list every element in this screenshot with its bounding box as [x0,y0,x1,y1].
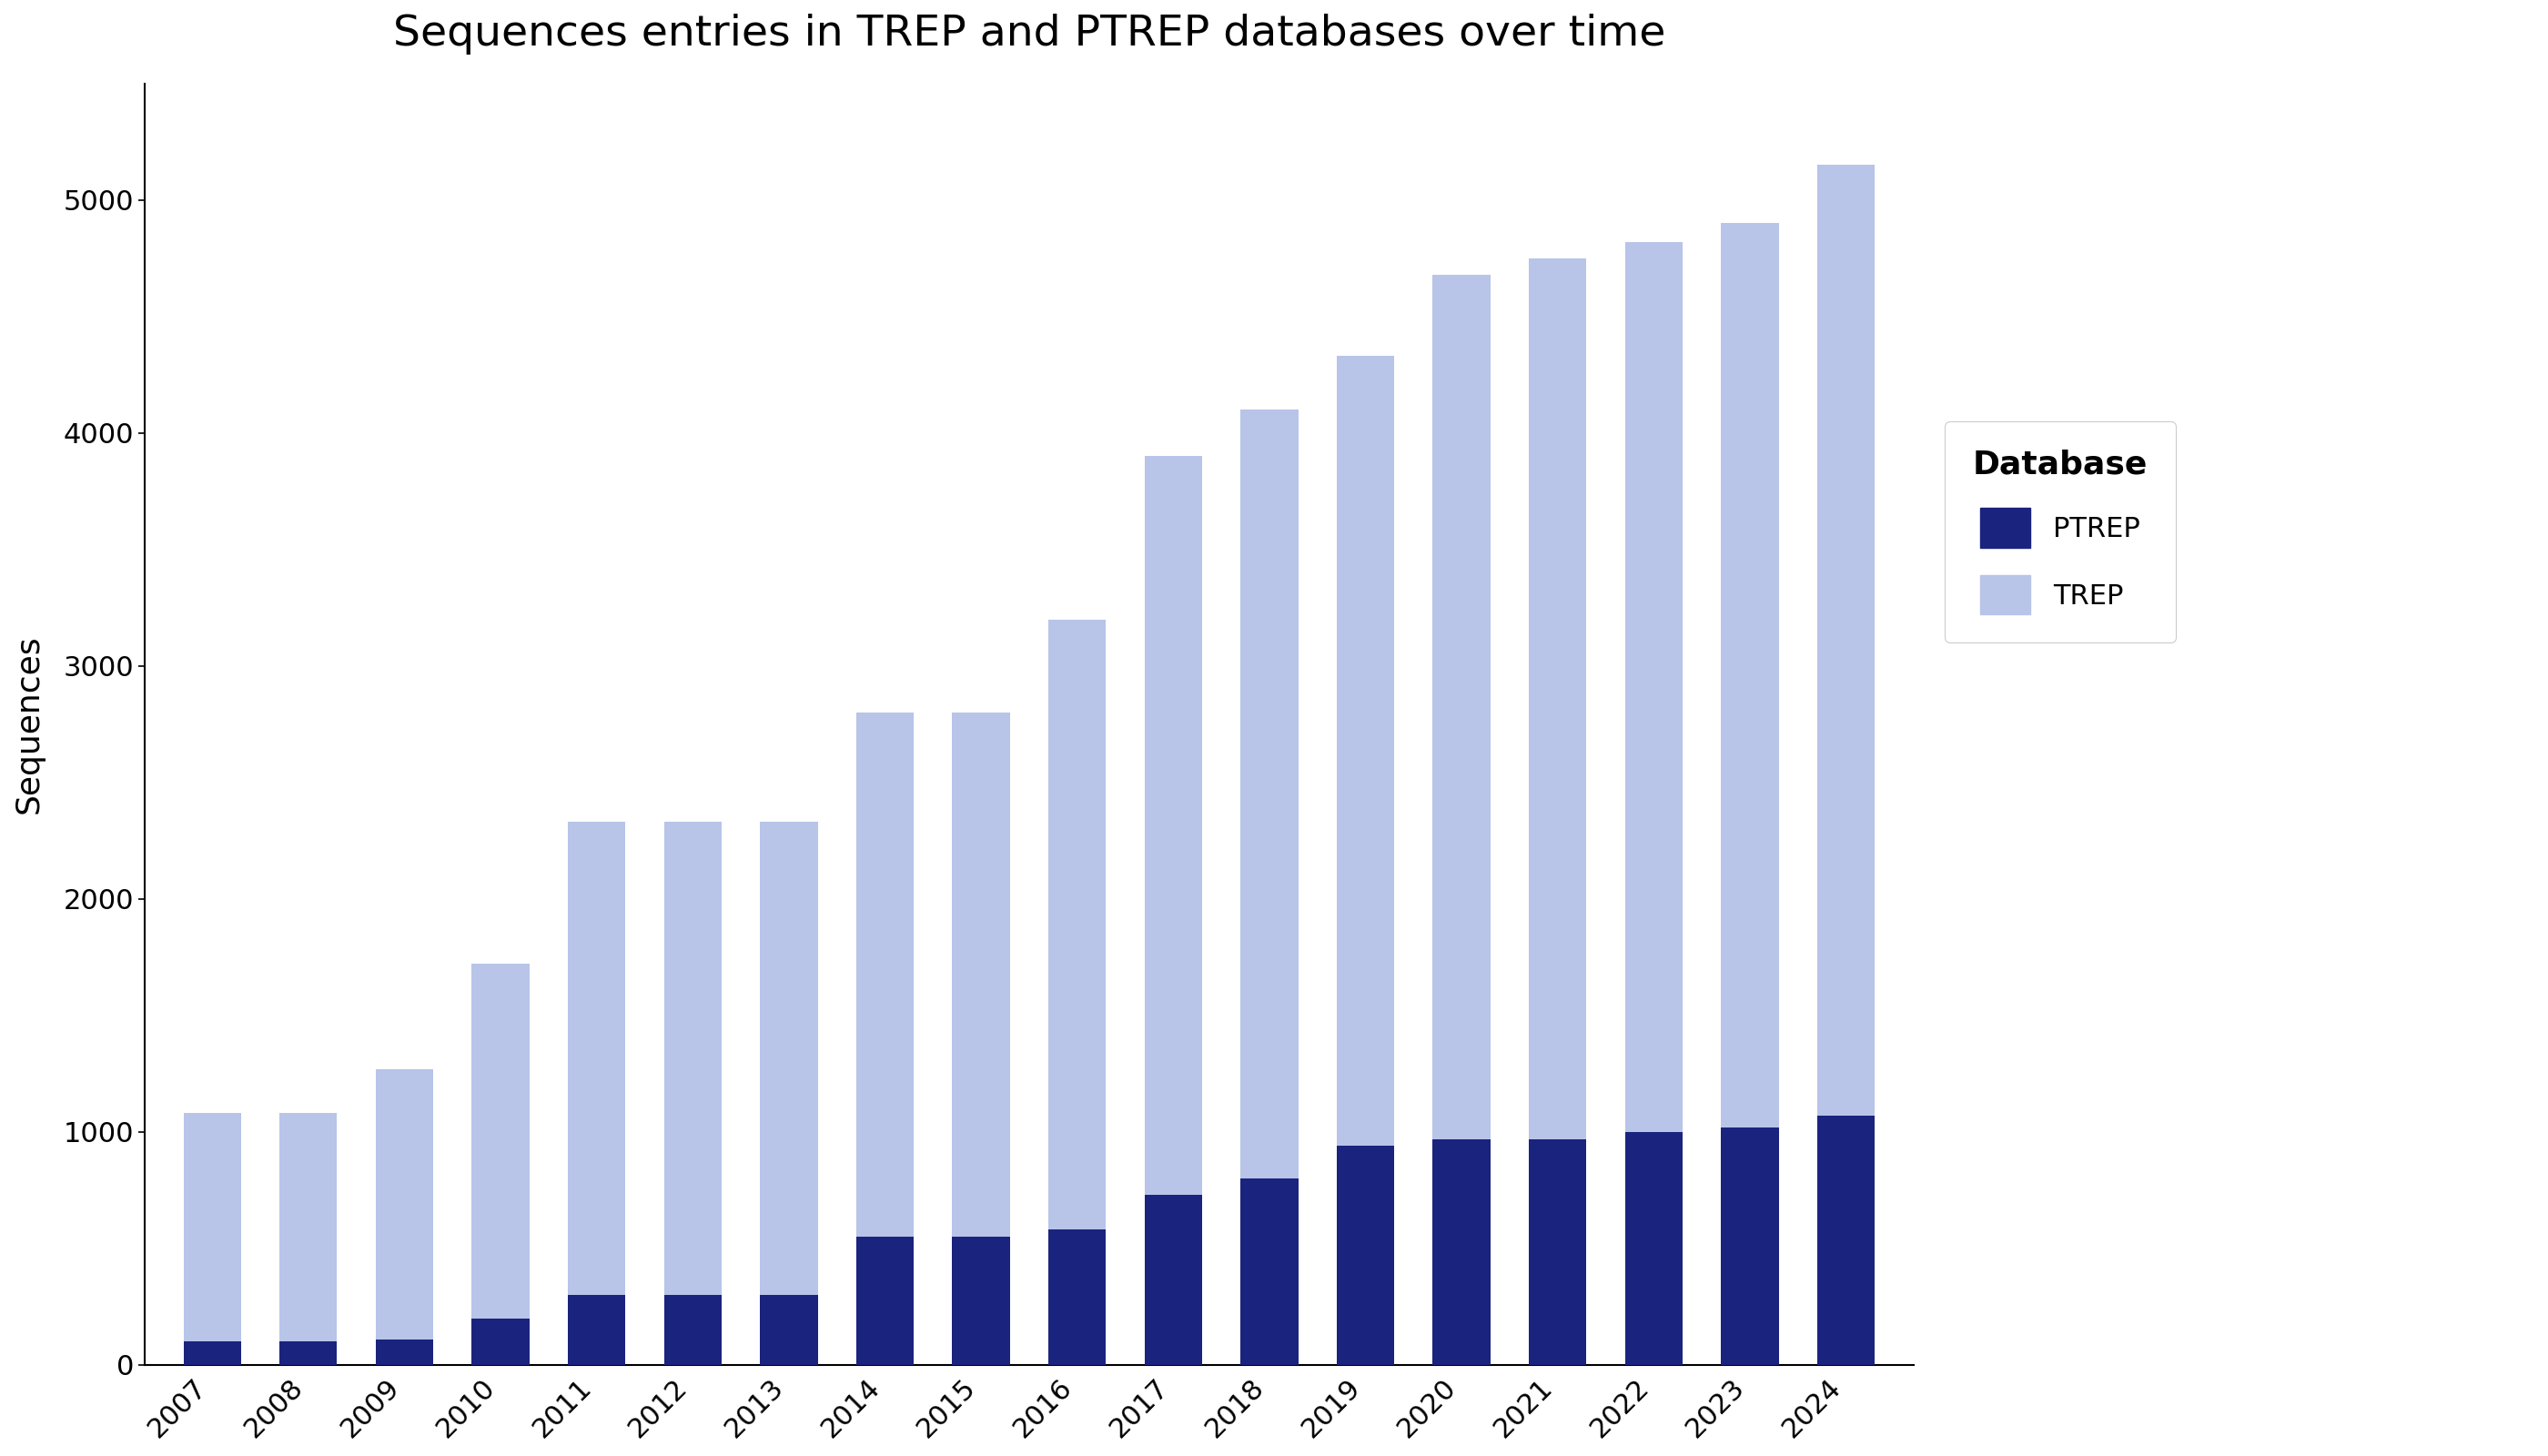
Bar [665,1294,721,1364]
Bar [953,1236,1009,1364]
Bar [1626,1131,1682,1364]
Bar [1047,1230,1106,1364]
Bar [1529,1139,1587,1364]
Bar [375,1069,433,1364]
Y-axis label: Sequences: Sequences [13,635,46,814]
Bar [1720,1127,1779,1364]
Bar [1241,1178,1299,1364]
Bar [568,1294,624,1364]
Legend: PTREP, TREP: PTREP, TREP [1944,421,2176,642]
Bar [1338,1146,1394,1364]
Bar [1817,1115,1875,1364]
Bar [1817,165,1875,1364]
Bar [471,1318,530,1364]
Bar [280,1114,336,1364]
Bar [856,712,915,1364]
Bar [665,823,721,1364]
Bar [471,964,530,1364]
Title: Sequences entries in TREP and PTREP databases over time: Sequences entries in TREP and PTREP data… [392,13,1666,54]
Bar [183,1341,242,1364]
Bar [953,712,1009,1364]
Bar [568,823,624,1364]
Bar [759,1294,818,1364]
Bar [1144,456,1203,1364]
Bar [1432,275,1491,1364]
Bar [856,1236,915,1364]
Bar [280,1341,336,1364]
Bar [183,1114,242,1364]
Bar [375,1340,433,1364]
Bar [1338,357,1394,1364]
Bar [1047,619,1106,1364]
Bar [1626,242,1682,1364]
Bar [1529,258,1587,1364]
Bar [1241,409,1299,1364]
Bar [1432,1139,1491,1364]
Bar [1720,223,1779,1364]
Bar [1144,1195,1203,1364]
Bar [759,823,818,1364]
